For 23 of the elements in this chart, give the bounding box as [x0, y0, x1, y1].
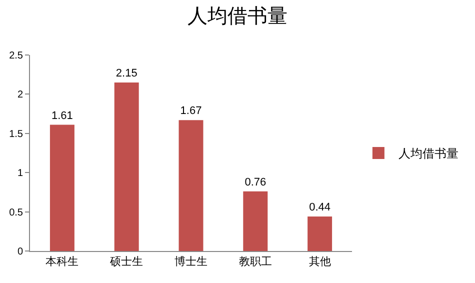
y-tick-label: 1: [17, 168, 24, 180]
data-label: 0.44: [309, 202, 331, 214]
y-tick-label: 0.5: [9, 207, 24, 218]
legend-label: 人均借书量: [398, 146, 458, 161]
x-tick-label: 本科生: [46, 255, 79, 268]
data-label: 2.15: [116, 67, 138, 80]
y-tick-label: 0: [17, 246, 24, 258]
bar: [114, 82, 139, 251]
x-tick-label: 博士生: [174, 255, 208, 268]
y-tick-label: 1.5: [9, 128, 24, 140]
bar: [178, 120, 204, 251]
y-tick-label: 2: [17, 90, 24, 101]
x-tick-label: 硕士生: [109, 255, 144, 268]
bar: [243, 191, 268, 251]
data-label: 1.67: [180, 105, 202, 118]
bar: [50, 124, 74, 251]
data-label: 1.61: [51, 110, 73, 122]
data-label: 0.76: [244, 176, 266, 188]
chart-title: 人均借书量: [188, 5, 288, 28]
y-tick-label: 2.5: [9, 50, 24, 62]
x-tick-label: 其他: [308, 255, 331, 268]
x-tick-label: 教职工: [238, 256, 272, 268]
bar: [308, 216, 332, 251]
